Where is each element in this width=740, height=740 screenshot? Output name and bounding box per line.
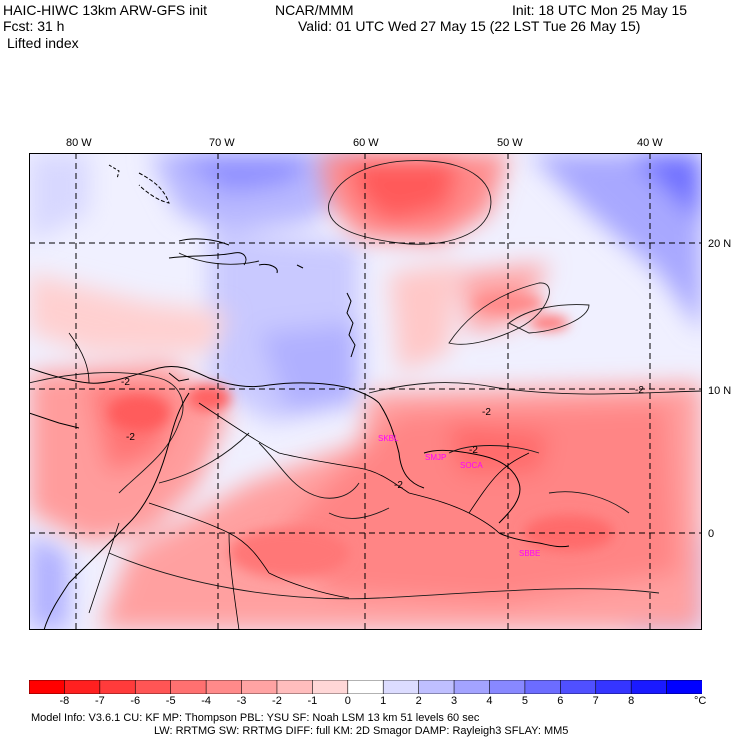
colorbar-box — [666, 680, 702, 694]
colorbar-tick-label: 0 — [344, 695, 351, 707]
colorbar-tick-label: 8 — [628, 695, 635, 707]
colorbar-box — [347, 680, 385, 694]
valid-time: Valid: 01 UTC Wed 27 May 15 (22 LST Tue … — [298, 18, 641, 34]
colorbar-box — [134, 680, 172, 694]
colorbar-tick-label: 7 — [592, 695, 599, 707]
colorbar-box — [99, 680, 137, 694]
colorbar-tick-label: -1 — [307, 695, 318, 707]
station-label: SOCA — [460, 461, 483, 470]
lifted-index-map: -2 -2 -2 -2 -2 -2 — [29, 153, 702, 630]
contour-label: -2 — [394, 480, 403, 491]
map-frame — [29, 153, 702, 630]
colorbar-tick-label: 2 — [415, 695, 422, 707]
colorbar-tick-label: 1 — [380, 695, 387, 707]
country-borders — [68, 332, 530, 630]
colorbar-tick-label: -4 — [201, 695, 211, 707]
map-title: HAIC-HIWC 13km ARW-GFS init — [3, 2, 208, 18]
model-info-line2: LW: RRTMG SW: RRTMG DIFF: full KM: 2D Sm… — [154, 725, 569, 737]
contour-label: -2 — [121, 377, 130, 388]
field-name: Lifted index — [7, 35, 79, 51]
lon-label-70w: 70 W — [209, 137, 235, 149]
station-label: SKBL — [378, 434, 399, 443]
station-label: SMJP — [425, 453, 447, 462]
contour-label: -2 — [469, 445, 478, 456]
colorbar-box — [205, 680, 243, 694]
colorbar-tick-label: -5 — [165, 695, 176, 707]
strong-instability-patches — [109, 293, 614, 578]
lat-label-equator: 0 — [708, 528, 715, 540]
colorbar-box — [64, 680, 101, 694]
colorbar-tick-label: 6 — [557, 695, 564, 707]
colorbar-box — [276, 680, 314, 694]
colorbar-box — [382, 680, 420, 694]
colorbar-tick-label: -7 — [94, 695, 105, 707]
contour-lines — [29, 160, 702, 600]
colorbar-box — [489, 680, 526, 694]
colorbar-tick-label: 4 — [486, 695, 493, 707]
colorbar-tick-label: 5 — [521, 695, 528, 707]
colorbar-tick-label: -6 — [130, 695, 141, 707]
colorbar — [29, 680, 702, 694]
colorbar-box — [453, 680, 491, 694]
lon-label-50w: 50 W — [497, 137, 523, 149]
colorbar-box — [524, 680, 562, 694]
colorbar-box — [170, 680, 207, 694]
lon-label-60w: 60 W — [353, 137, 379, 149]
organization-label: NCAR/MMM — [275, 2, 354, 18]
init-time: Init: 18 UTC Mon 25 May 15 — [512, 2, 688, 18]
model-info-line1: Model Info: V3.6.1 CU: KF MP: Thompson P… — [31, 712, 480, 724]
colorbar-tick-label: 3 — [450, 695, 458, 707]
colorbar-box — [312, 680, 349, 694]
coastlines — [29, 164, 570, 630]
colorbar-tick-label: -3 — [236, 695, 247, 707]
colorbar-box — [595, 680, 632, 694]
forecast-hour: Fcst: 31 h — [3, 18, 65, 34]
contour-label: -2 — [635, 385, 644, 396]
colorbar-tick-label: -2 — [272, 695, 282, 707]
lon-label-40w: 40 W — [637, 137, 663, 149]
contour-label: -2 — [126, 432, 135, 443]
colorbar-tick-label: -8 — [59, 695, 70, 707]
lat-lon-grid — [29, 153, 702, 630]
colorbar-box — [241, 680, 278, 694]
lat-label-10n: 10 N — [708, 385, 732, 397]
colorbar-box — [630, 680, 668, 694]
colorbar-box — [560, 680, 597, 694]
lon-label-80w: 80 W — [66, 137, 92, 149]
station-label: SBBE — [519, 549, 541, 558]
lat-label-20n: 20 N — [708, 238, 732, 250]
colorbar-box — [418, 680, 455, 694]
stable-region-shading — [29, 153, 702, 630]
colorbar-box — [29, 680, 66, 694]
contour-label: -2 — [482, 407, 491, 418]
colorbar-unit: °C — [694, 695, 707, 707]
